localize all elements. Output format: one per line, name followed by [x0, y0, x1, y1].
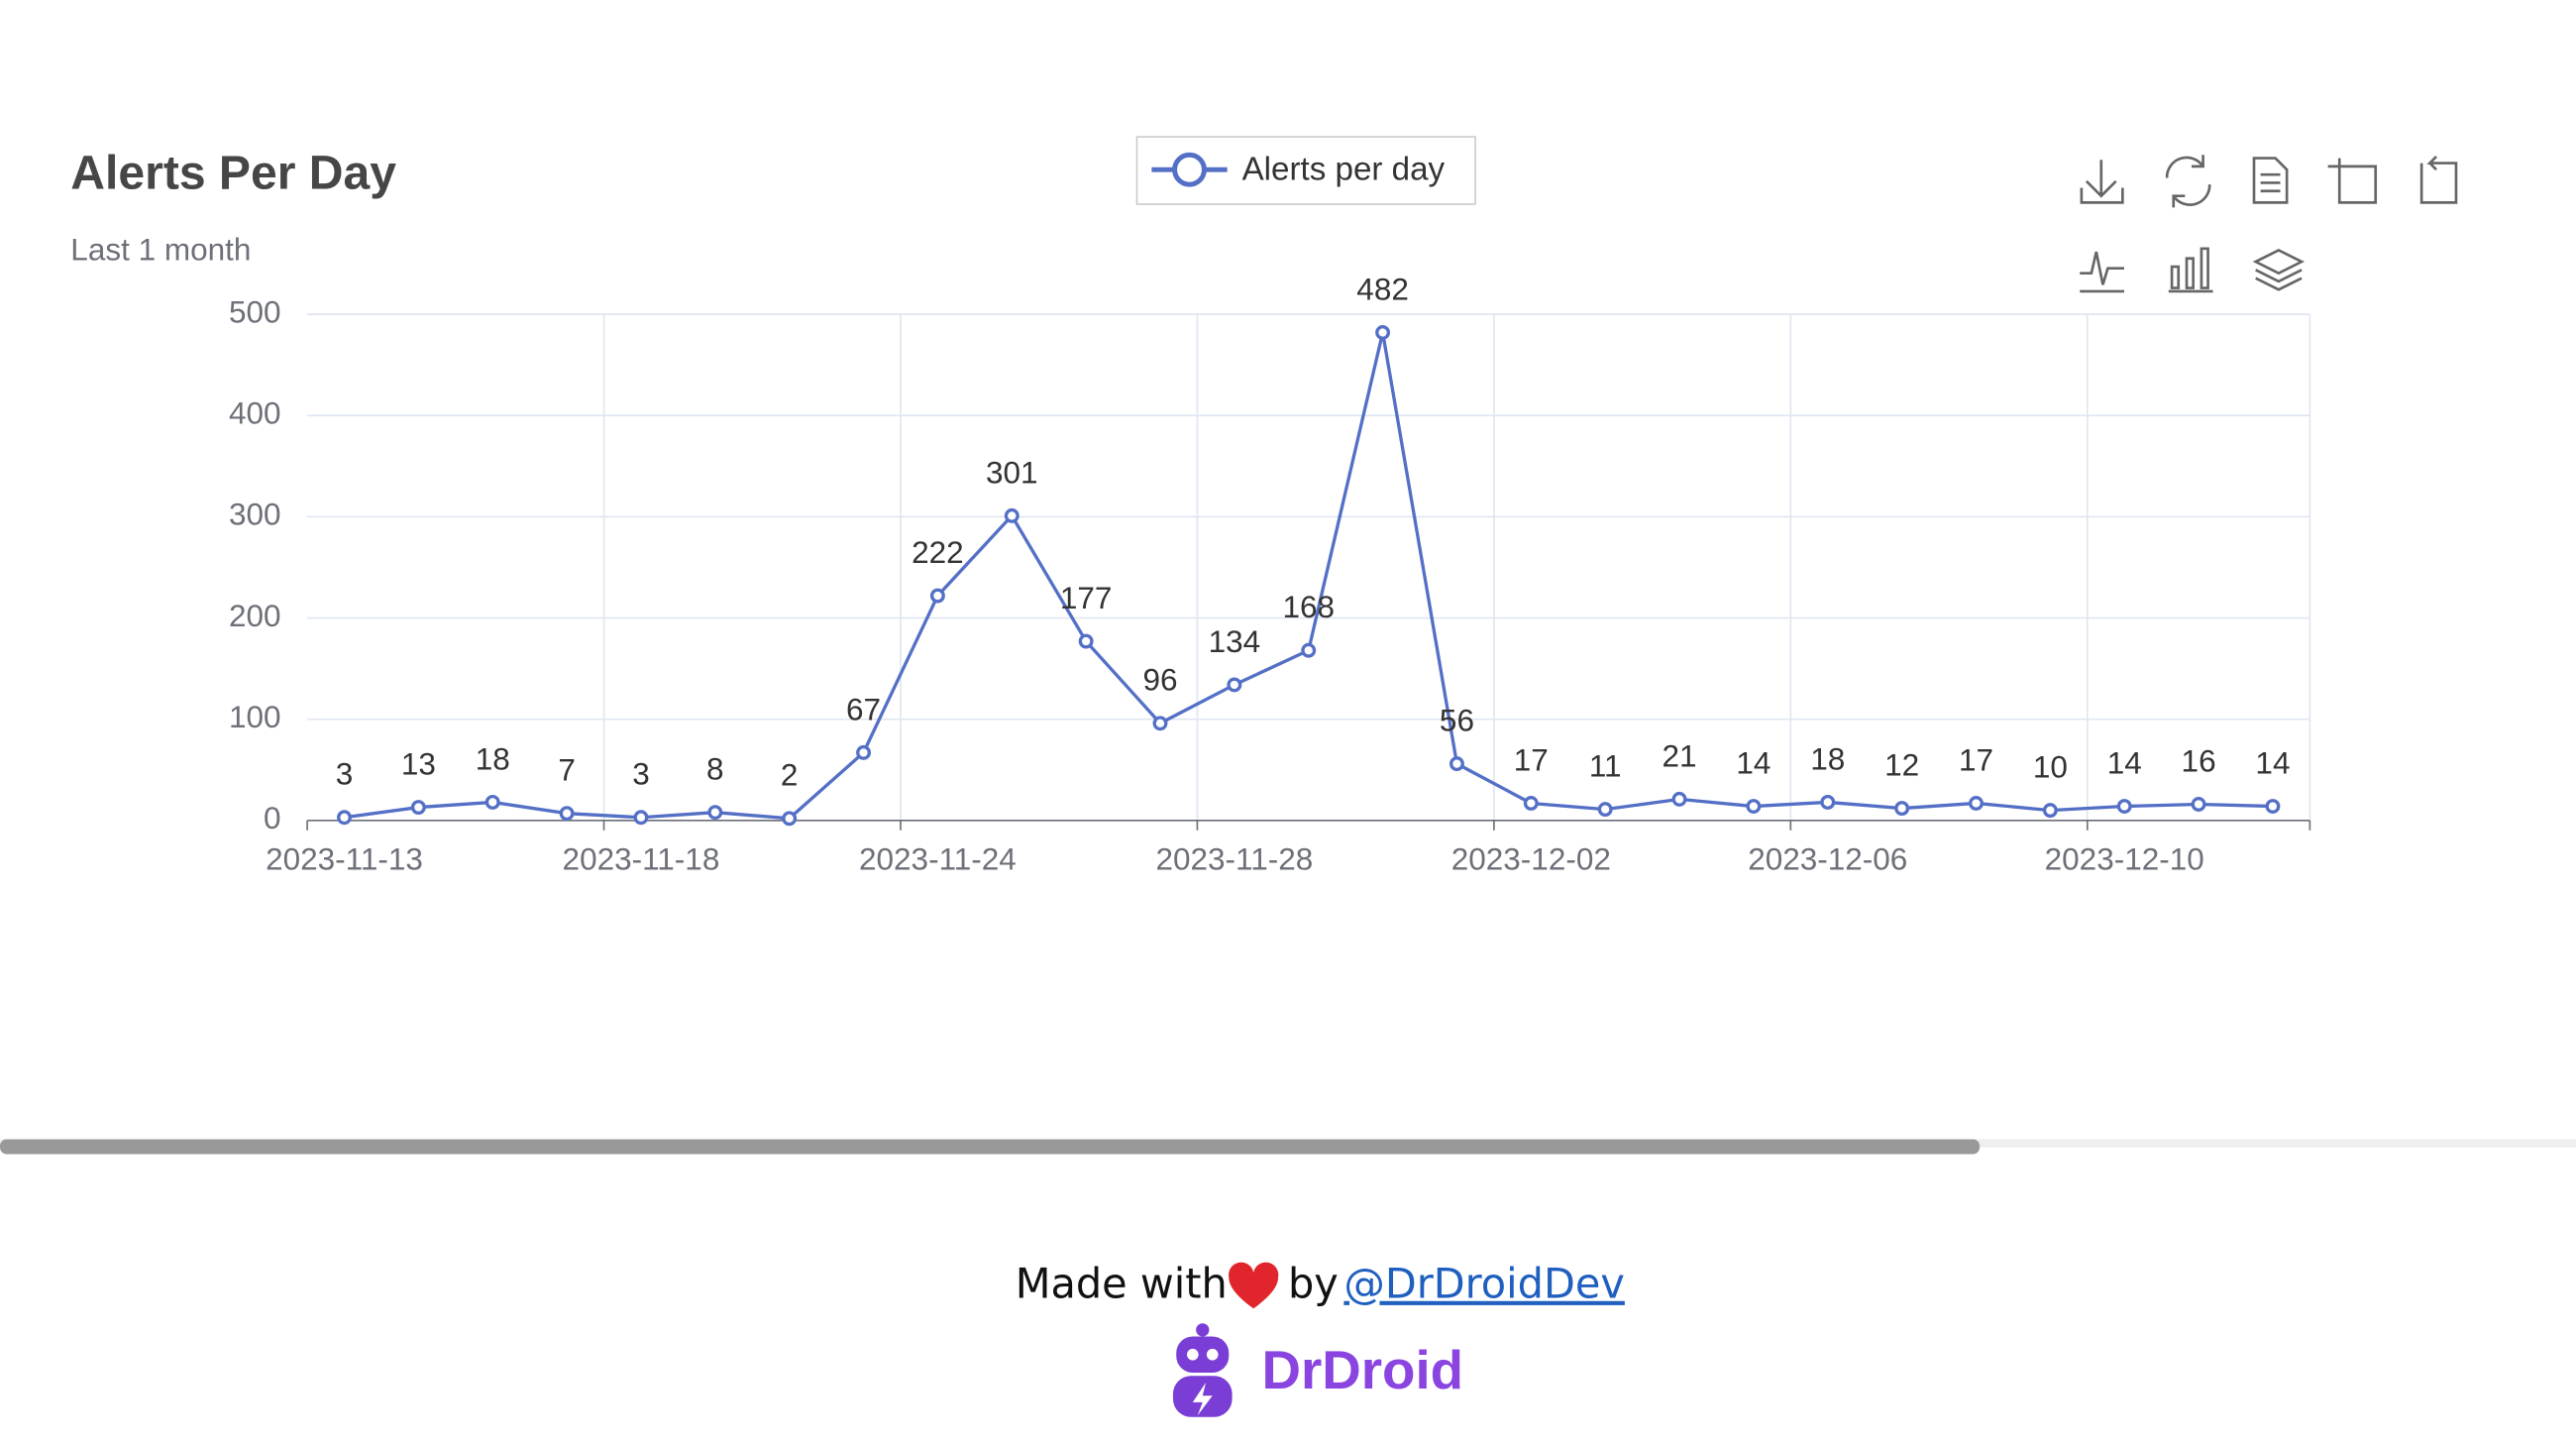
- data-label: 96: [1142, 662, 1177, 698]
- data-label: 14: [1736, 744, 1771, 780]
- data-point: [856, 744, 872, 760]
- data-label: 14: [2255, 744, 2290, 780]
- data-label: 13: [401, 745, 436, 781]
- data-label: 482: [1356, 271, 1409, 306]
- data-point: [2191, 797, 2206, 812]
- line-type-icon[interactable]: [2080, 251, 2125, 293]
- data-label: 177: [1060, 580, 1113, 615]
- data-label: 134: [1209, 623, 1261, 659]
- brand-logo: [1172, 1323, 1233, 1417]
- data-label: 17: [1514, 741, 1549, 777]
- data-label: 10: [2033, 748, 2068, 784]
- data-label: 56: [1440, 703, 1474, 738]
- data-label: 18: [476, 740, 510, 776]
- zoom-back-icon[interactable]: [2419, 155, 2458, 204]
- data-label: 8: [706, 751, 724, 787]
- data-point: [1004, 507, 1020, 523]
- stack-icon[interactable]: [2252, 248, 2306, 291]
- chart-subtitle: Last 1 month: [70, 231, 251, 267]
- data-point: [1523, 796, 1539, 811]
- data-point: [1375, 325, 1391, 340]
- data-point: [559, 806, 575, 822]
- data-point: [1894, 801, 1910, 817]
- footer-text: by: [1288, 1261, 1339, 1308]
- data-point: [337, 810, 352, 826]
- data-point: [1301, 642, 1317, 658]
- x-tick-label: 2023-12-10: [2045, 841, 2204, 877]
- footer-link[interactable]: @DrDroidDev: [1343, 1261, 1625, 1308]
- y-tick-label: 400: [229, 395, 281, 431]
- data-point: [2265, 799, 2281, 814]
- data-label: 18: [1810, 740, 1845, 776]
- data-point: [2042, 803, 2058, 819]
- toolbox[interactable]: [2080, 155, 2458, 293]
- data-point: [1152, 716, 1168, 731]
- data-label: 3: [632, 756, 650, 792]
- data-point: [1227, 677, 1242, 693]
- data-point: [782, 811, 798, 827]
- scroll-thumb[interactable]: [0, 1139, 1981, 1155]
- x-tick-label: 2023-11-24: [859, 841, 1017, 877]
- brand-name: DrDroid: [1261, 1339, 1463, 1400]
- data-label: 21: [1663, 737, 1697, 773]
- y-tick-label: 200: [229, 598, 281, 633]
- data-point: [707, 805, 723, 821]
- footer-text: Made with: [1016, 1261, 1228, 1308]
- data-label: 2: [781, 757, 799, 793]
- data-point: [929, 588, 945, 604]
- data-label: 11: [1589, 747, 1622, 783]
- data-label: 67: [846, 691, 881, 726]
- data-label: 14: [2107, 744, 2142, 780]
- data-label: 3: [336, 756, 354, 792]
- legend-label[interactable]: Alerts per day: [1242, 152, 1446, 188]
- data-label: 168: [1282, 589, 1335, 624]
- data-point: [1969, 796, 1984, 811]
- data-point: [2116, 799, 2132, 814]
- restore-icon[interactable]: [2165, 155, 2211, 208]
- data-label: 7: [558, 752, 576, 788]
- heart-icon: [1229, 1262, 1279, 1309]
- data-label: 301: [986, 454, 1038, 490]
- bar-type-icon[interactable]: [2168, 247, 2213, 293]
- download-icon[interactable]: [2080, 160, 2124, 204]
- chart-title: Alerts Per Day: [70, 147, 396, 200]
- data-point: [1820, 794, 1836, 810]
- y-tick-label: 300: [229, 497, 281, 532]
- x-tick-label: 2023-11-28: [1155, 841, 1313, 877]
- data-view-icon[interactable]: [2252, 157, 2289, 204]
- data-point: [1449, 756, 1464, 772]
- x-tick-label: 2023-12-02: [1451, 841, 1611, 877]
- data-point: [633, 810, 649, 826]
- data-point: [484, 794, 500, 810]
- data-label: 222: [912, 534, 964, 570]
- x-tick-label: 2023-11-18: [563, 841, 720, 877]
- data-label: 12: [1884, 746, 1919, 782]
- y-tick-label: 0: [264, 800, 281, 835]
- data-point: [1746, 799, 1762, 814]
- data-point: [410, 800, 426, 816]
- data-point: [1597, 802, 1613, 818]
- legend[interactable]: Alerts per day: [1135, 136, 1476, 205]
- zoom-icon[interactable]: [2327, 158, 2378, 204]
- plot: 0 100 200 300 400 500 2023-11-13 2023-11-18 2023…: [229, 271, 2311, 877]
- legend-marker: [1172, 152, 1207, 187]
- data-point: [1671, 791, 1687, 807]
- data-label: 17: [1959, 741, 1993, 777]
- x-tick-label: 2023-12-06: [1748, 841, 1907, 877]
- y-tick-label: 500: [229, 293, 281, 329]
- y-tick-label: 100: [229, 699, 281, 734]
- data-point: [1078, 633, 1094, 649]
- data-label: 16: [2182, 742, 2216, 778]
- x-tick-label: 2023-11-13: [266, 841, 423, 877]
